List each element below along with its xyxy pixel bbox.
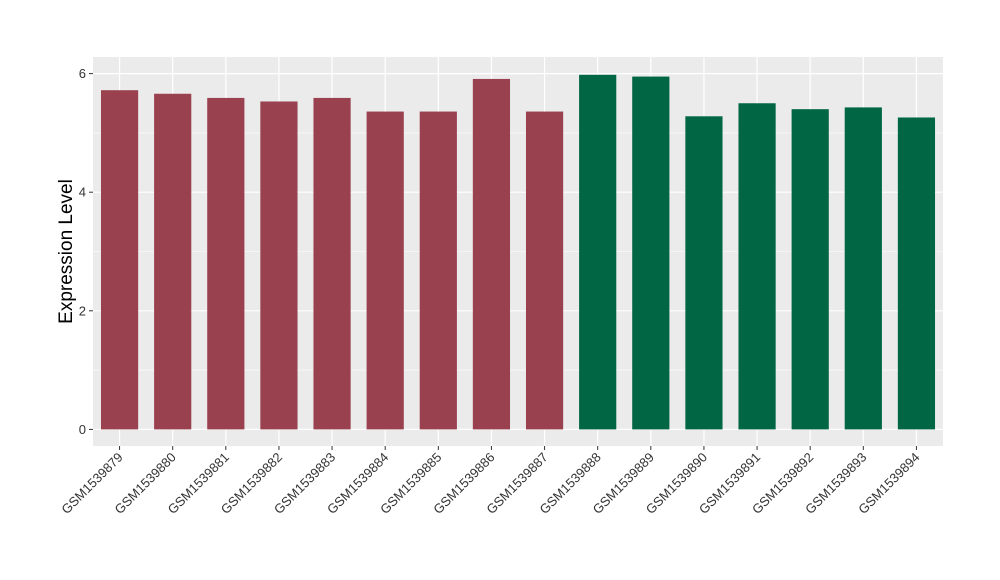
x-axis: GSM1539879GSM1539880GSM1539881GSM1539882… — [58, 446, 923, 517]
y-axis: 0 2 4 6 — [79, 66, 93, 437]
bar-GSM1539885 — [419, 111, 457, 430]
bar-GSM1539883 — [313, 97, 351, 430]
bar-GSM1539886 — [472, 78, 511, 430]
bar-GSM1539882 — [260, 101, 298, 430]
bar-GSM1539879 — [100, 90, 139, 430]
bar-GSM1539890 — [685, 116, 723, 430]
bar-GSM1539880 — [154, 93, 192, 430]
bar-GSM1539881 — [207, 97, 245, 430]
bar-GSM1539889 — [632, 76, 670, 430]
y-tick-label: 4 — [79, 185, 86, 200]
bar-GSM1539888 — [579, 74, 617, 430]
y-axis-title: Expression Level — [56, 179, 77, 324]
bar-GSM1539892 — [791, 109, 829, 430]
y-tick-label: 2 — [79, 303, 86, 318]
bar-GSM1539884 — [366, 111, 404, 430]
bar-GSM1539894 — [897, 117, 936, 430]
y-tick-label: 6 — [79, 66, 86, 81]
bars — [100, 74, 936, 430]
bar-GSM1539891 — [738, 103, 776, 430]
y-tick-label: 0 — [79, 422, 86, 437]
bar-GSM1539893 — [844, 107, 882, 430]
bar-GSM1539887 — [525, 111, 564, 430]
